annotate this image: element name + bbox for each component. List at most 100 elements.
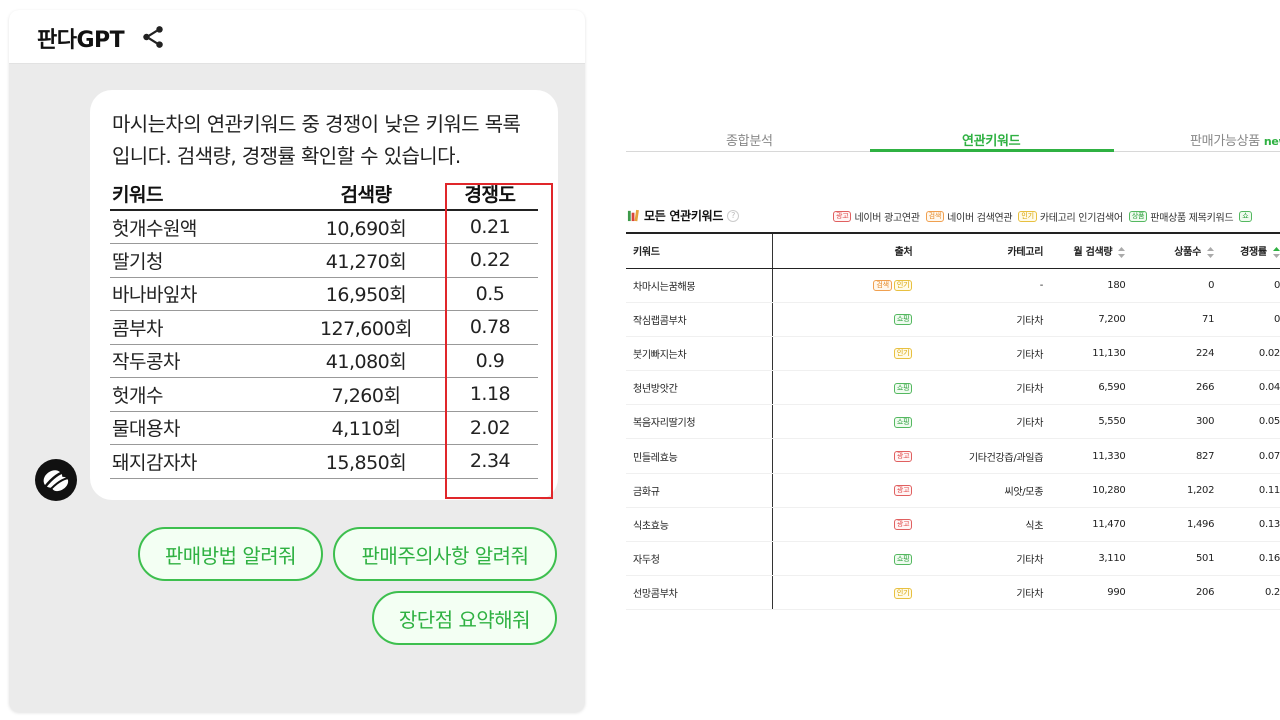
competition-cell: 0.78 — [442, 310, 538, 345]
source-tags: 쇼핑 — [893, 416, 913, 428]
header-product-count[interactable]: 상품수 — [1125, 232, 1215, 269]
volume-cell: 41,080회 — [290, 344, 442, 378]
competition-cell: 0.9 — [442, 344, 538, 378]
source-tags: 쇼핑 — [893, 314, 913, 326]
product-count-cell: 206 — [1125, 575, 1214, 611]
volume-cell: 15,850회 — [290, 444, 442, 479]
source-cell: 검색 인기 — [772, 268, 917, 303]
chat-panel: 판다GPT 마시는차의 연관키워드 중 경쟁이 낮은 키워드 목록입니다. 검색… — [9, 10, 585, 712]
header-monthly-volume[interactable]: 월 검색량 — [1043, 232, 1126, 269]
source-tag: 쇼핑 — [893, 382, 913, 394]
competition-cell: 2.02 — [442, 411, 538, 445]
source-cell: 쇼핑 — [772, 541, 917, 577]
competition-cell: 0.22 — [442, 243, 538, 278]
keyword-cell: 차마시는꿈해몽 — [626, 268, 774, 303]
table-row[interactable]: 청년방앗간 쇼핑 기타차 6,590 266 0.04 — [626, 370, 1280, 406]
keyword-cell: 붓기빠지는차 — [626, 336, 774, 372]
monthly-volume-cell: 7,200 — [1043, 302, 1126, 337]
legend-item: 상품 판매상품 제목키워드 — [1128, 209, 1234, 224]
suggestion-sales-method-button[interactable]: 판매방법 알려줘 — [138, 527, 323, 581]
volume-cell: 41,270회 — [290, 243, 442, 278]
keyword-cell: 자두청 — [626, 541, 774, 577]
help-icon[interactable]: ? — [727, 209, 740, 222]
table-row[interactable]: 작심랩콤부차 쇼핑 기타차 7,200 71 0 — [626, 302, 1280, 337]
table-row[interactable]: 선망콤부차 인기 기타차 990 206 0.2 — [626, 575, 1280, 611]
category-cell: 기타건강즙/과일즙 — [916, 438, 1043, 474]
legend-label: 네이버 검색연관 — [947, 213, 1013, 224]
category-cell: 기타차 — [916, 302, 1043, 337]
tab-related-keywords[interactable]: 연관키워드 — [962, 134, 1021, 149]
suggestion-sales-caution-button[interactable]: 판매주의사항 알려줘 — [333, 527, 557, 581]
competition-cell: 0.21 — [442, 210, 538, 244]
keyword-cell: 금화규 — [626, 473, 774, 508]
active-tab-indicator — [870, 149, 1114, 152]
keyword-cell: 청년방앗간 — [626, 370, 774, 406]
category-cell: 기타차 — [916, 370, 1043, 406]
table-row[interactable]: 식초효능 광고 식초 11,470 1,496 0.13 — [626, 507, 1280, 543]
category-cell: 기타차 — [916, 336, 1043, 372]
competition-cell: 0.5 — [442, 277, 538, 311]
product-count-cell: 300 — [1125, 404, 1214, 440]
monthly-volume-cell: 11,330 — [1043, 438, 1126, 474]
volume-cell: 16,950회 — [290, 277, 442, 311]
monthly-volume-cell: 180 — [1043, 268, 1126, 303]
keyword-table: 키워드 검색량 경쟁도 헛개수원액 10,690회 0.21 딸기청 41,270회 0.… — [110, 177, 538, 479]
category-cell: 기타차 — [916, 404, 1043, 440]
chat-header: 판다GPT — [9, 10, 585, 64]
category-cell: - — [916, 268, 1043, 303]
source-tag: 인기 — [893, 348, 913, 360]
keyword-cell: 헛개수원액 — [110, 210, 290, 244]
volume-cell: 127,600회 — [290, 310, 442, 345]
table-row: 작두콩차 41,080회 0.9 — [110, 344, 538, 378]
sort-icon — [1207, 246, 1215, 258]
product-count-cell: 827 — [1125, 438, 1214, 474]
header-competition[interactable]: 경쟁률 — [1214, 232, 1280, 269]
source-cell: 인기 — [772, 336, 917, 372]
related-keywords-table: 키워드 출처 카테고리 월 검색량 상품수 경쟁률 차마시는꿈해몽 검색 인기 -18… — [626, 232, 1280, 611]
source-tag: 광고 — [833, 211, 852, 222]
header-monthly-volume-label: 월 검색량 — [1073, 247, 1113, 259]
section-title-text: 모든 연관키워드 — [644, 209, 724, 223]
table-row[interactable]: 차마시는꿈해몽 검색 인기 -180 0 0 — [626, 268, 1280, 303]
monthly-volume-cell: 3,110 — [1043, 541, 1126, 577]
section-title: 모든 연관키워드 ? — [627, 207, 740, 224]
keyword-cell: 복음자리딸기청 — [626, 404, 774, 440]
product-count-cell: 1,496 — [1125, 507, 1214, 543]
header-competition: 경쟁도 — [442, 177, 538, 211]
source-tags: 광고 — [893, 519, 913, 531]
books-icon — [627, 209, 639, 222]
message-text: 마시는차의 연관키워드 중 경쟁이 낮은 키워드 목록입니다. 검색량, 경쟁률… — [112, 112, 521, 168]
tab-sellable-products[interactable]: 판매가능상품 new — [1190, 130, 1280, 149]
source-legend: 광고 네이버 광고연관 검색 네이버 검색연관 인기 카테고리 인기검색어 상품 판매상품 제… — [833, 209, 1258, 224]
tab-overview[interactable]: 종합분석 — [726, 134, 773, 149]
competition-cell: 0.02 — [1214, 336, 1280, 372]
message-bubble: 마시는차의 연관키워드 중 경쟁이 낮은 키워드 목록입니다. 검색량, 경쟁률… — [90, 90, 558, 500]
table-row: 헛개수 7,260회 1.18 — [110, 377, 538, 412]
source-cell: 쇼핑 — [772, 404, 917, 440]
share-icon[interactable] — [140, 24, 166, 50]
volume-cell: 10,690회 — [290, 210, 442, 244]
header-competition-label: 경쟁률 — [1240, 247, 1267, 259]
keyword-cell: 헛개수 — [110, 377, 290, 412]
header-keyword: 키워드 — [110, 177, 290, 211]
table-row[interactable]: 금화규 광고 씨앗/모종 10,280 1,202 0.11 — [626, 473, 1280, 508]
table-row[interactable]: 자두청 쇼핑 기타차 3,110 501 0.16 — [626, 541, 1280, 577]
source-tags: 쇼핑 — [893, 382, 913, 394]
table-row: 콤부차 127,600회 0.78 — [110, 310, 538, 345]
table-row[interactable]: 붓기빠지는차 인기 기타차 11,130 224 0.02 — [626, 336, 1280, 372]
source-cell: 쇼핑 — [772, 370, 917, 406]
legend-item: 광고 네이버 광고연관 — [833, 209, 920, 224]
header-category: 카테고리 — [916, 232, 1043, 269]
legend-label: 판매상품 제목키워드 — [1150, 213, 1234, 224]
monthly-volume-cell: 11,130 — [1043, 336, 1126, 372]
source-tag: 상품 — [1128, 211, 1148, 222]
source-tag: 광고 — [893, 451, 913, 463]
table-row[interactable]: 복음자리딸기청 쇼핑 기타차 5,550 300 0.05 — [626, 404, 1280, 440]
suggestion-pros-cons-button[interactable]: 장단점 요약해줘 — [372, 591, 557, 645]
table-row[interactable]: 민들레효능 광고 기타건강즙/과일즙 11,330 827 0.07 — [626, 438, 1280, 474]
competition-cell: 0 — [1214, 302, 1280, 337]
competition-cell: 0.04 — [1214, 370, 1280, 406]
source-tag: 쇼핑 — [893, 553, 913, 565]
bot-logo-icon — [43, 469, 70, 492]
source-tags: 인기 — [893, 348, 913, 360]
